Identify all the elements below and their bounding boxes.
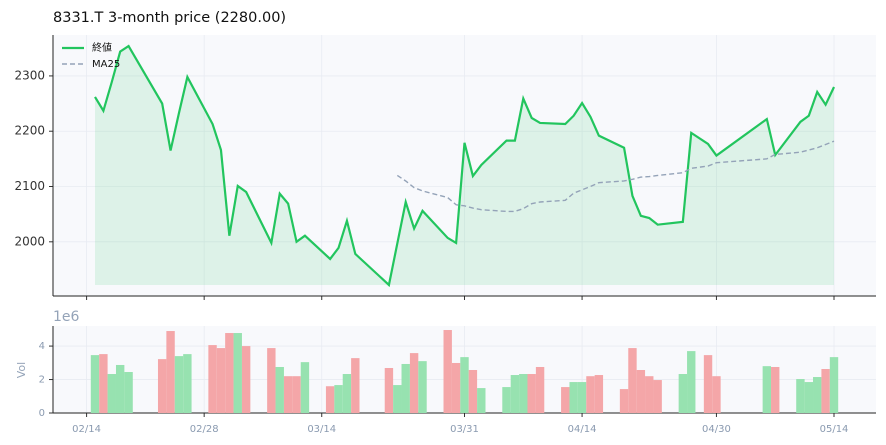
area — [94, 46, 835, 285]
volume-bar — [409, 353, 419, 413]
volume-bar — [292, 376, 301, 413]
x-tick-label: 02/28 — [190, 424, 219, 435]
volume-bar — [451, 362, 461, 413]
volume-bar — [678, 374, 688, 413]
volume-bar — [577, 382, 587, 413]
volume-bar — [233, 333, 242, 413]
volume-bar — [90, 355, 100, 413]
y-tick-label: 2200 — [14, 124, 45, 138]
volume-bar — [384, 367, 394, 413]
volume-bar — [157, 359, 167, 413]
volume-bar — [477, 388, 486, 413]
volume-bar — [275, 366, 284, 413]
legend-label: MA25 — [92, 59, 120, 70]
volume-bar — [418, 361, 427, 413]
volume-bar — [107, 374, 116, 413]
volume-bar — [628, 348, 637, 413]
volume-bar — [393, 385, 402, 413]
volume-bar — [174, 356, 184, 413]
volume-bar — [510, 375, 520, 413]
volume-bar — [645, 376, 654, 413]
volume-bar — [225, 333, 234, 413]
volume-bar — [401, 363, 410, 413]
chart-title: 8331.T 3-month price (2280.00) — [53, 10, 286, 26]
volume-bar — [703, 355, 713, 413]
volume-bar — [443, 330, 452, 413]
volume-bar — [829, 357, 839, 413]
line — [396, 140, 835, 213]
volume-bar — [636, 370, 646, 413]
volume-bar — [166, 331, 175, 413]
legend-label: 終値 — [92, 41, 112, 54]
volume-bar — [300, 362, 310, 413]
volume-bar — [804, 382, 814, 413]
x-tick-label: 04/14 — [568, 424, 597, 435]
x-tick-label: 02/14 — [72, 424, 101, 435]
volume-bar — [527, 374, 536, 413]
y-axis-label: Vol — [15, 362, 28, 378]
volume-bar — [561, 387, 570, 413]
volume-bar — [216, 348, 226, 413]
y-tick-label: 0 — [39, 408, 45, 419]
volume-bar — [183, 354, 192, 413]
volume-bar — [283, 376, 293, 413]
volume-bar — [535, 366, 545, 413]
y-tick-label: 4 — [39, 341, 45, 352]
volume-bar — [619, 389, 629, 413]
volume-bar — [712, 376, 721, 413]
volume-bar — [468, 370, 478, 413]
volume-bar — [796, 379, 805, 413]
volume-bar — [771, 366, 780, 413]
volume-bar — [351, 358, 360, 413]
x-tick-label: 03/31 — [450, 424, 479, 435]
y-tick-label: 2 — [39, 375, 45, 386]
y-tick-label: 2000 — [14, 234, 45, 248]
volume-bar — [267, 348, 276, 413]
y-tick-label: 2300 — [14, 68, 45, 82]
volume-bar — [99, 354, 108, 413]
volume-bar — [594, 375, 604, 413]
volume-bar — [813, 377, 822, 413]
volume-bar — [241, 346, 251, 413]
volume-bar — [653, 380, 662, 413]
volume-bar — [124, 372, 133, 413]
volume-bar — [208, 345, 217, 413]
volume-bar — [569, 382, 578, 413]
x-tick-label: 04/30 — [702, 424, 731, 435]
volume-bar — [115, 364, 125, 413]
volume-bar — [502, 387, 511, 413]
volume-bar — [762, 366, 772, 413]
volume-bar — [821, 368, 830, 413]
offset-label: 1e6 — [53, 309, 80, 325]
volume-bar — [334, 385, 343, 413]
volume-bar — [460, 357, 469, 413]
x-tick-label: 05/14 — [820, 424, 849, 435]
volume-bar — [325, 386, 335, 413]
line — [94, 44, 836, 288]
volume-bar — [342, 374, 352, 413]
volume-bar — [687, 351, 696, 413]
y-tick-label: 2100 — [14, 179, 45, 193]
volume-bar — [586, 376, 595, 413]
x-tick-label: 03/14 — [307, 424, 336, 435]
volume-bar — [519, 374, 528, 413]
